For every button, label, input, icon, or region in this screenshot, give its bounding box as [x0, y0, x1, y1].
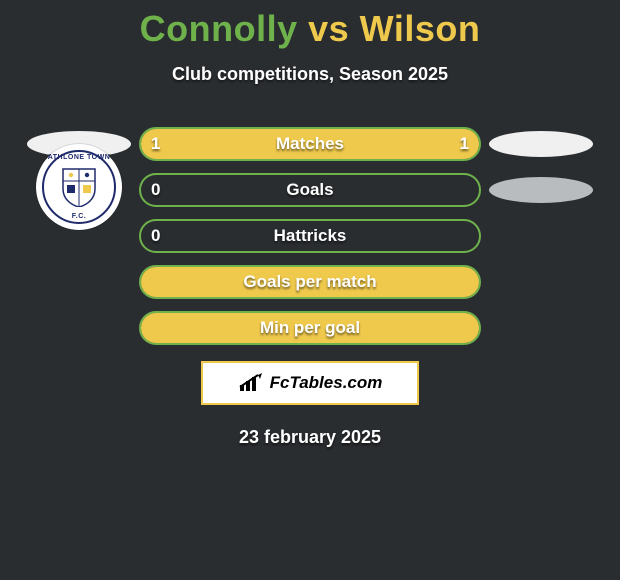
club-crest: ATHLONE TOWN F.C. [36, 144, 122, 230]
bars-icon [238, 373, 266, 393]
stat-right-value: 1 [460, 134, 469, 154]
title-right-player: Wilson [360, 8, 481, 49]
comparison-card: Connolly vs Wilson Club competitions, Se… [0, 8, 620, 580]
stat-left-value: 1 [151, 134, 160, 154]
left-side-slot: ATHLONE TOWN F.C. [19, 150, 139, 230]
right-player-avatar [489, 131, 593, 157]
subtitle: Club competitions, Season 2025 [0, 64, 620, 85]
stat-row: Goals per match [0, 263, 620, 301]
date-text: 23 february 2025 [0, 427, 620, 448]
stats-block: 1 Matches 1 ATHLONE TOWN [0, 125, 620, 347]
title-vs: vs [298, 8, 360, 49]
stat-bar-gpm: Goals per match [139, 265, 481, 299]
stat-left-value: 0 [151, 180, 160, 200]
right-side-slot [481, 131, 601, 157]
crest-bottom-text: F.C. [36, 213, 122, 220]
stat-label: Min per goal [260, 318, 360, 338]
stat-label: Goals [286, 180, 333, 200]
stat-bar-goals: 0 Goals [139, 173, 481, 207]
crest-top-text: ATHLONE TOWN [36, 154, 122, 161]
right-player-avatar-2 [489, 177, 593, 203]
stat-row: Min per goal [0, 309, 620, 347]
stat-label: Hattricks [274, 226, 347, 246]
stat-label: Matches [276, 134, 344, 154]
stat-bar-matches: 1 Matches 1 [139, 127, 481, 161]
stat-left-value: 0 [151, 226, 160, 246]
right-side-slot [481, 177, 601, 203]
stat-row: ATHLONE TOWN F.C. 0 Goals [0, 171, 620, 209]
stat-bar-hattricks: 0 Hattricks [139, 219, 481, 253]
page-title: Connolly vs Wilson [0, 8, 620, 50]
brand-box: FcTables.com [201, 361, 419, 405]
brand-text: FcTables.com [270, 373, 383, 393]
shield-icon [61, 167, 97, 207]
title-left-player: Connolly [140, 8, 298, 49]
stat-bar-mpg: Min per goal [139, 311, 481, 345]
stat-label: Goals per match [243, 272, 376, 292]
